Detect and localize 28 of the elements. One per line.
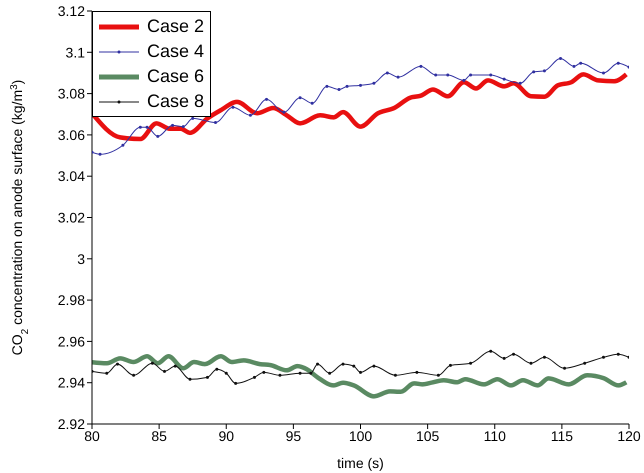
x-tick-label: 95 — [286, 428, 302, 444]
y-tick-label: 2.96 — [58, 333, 86, 350]
y-tick-label: 2.92 — [58, 416, 86, 432]
x-tick-label: 80 — [84, 428, 100, 444]
x-tick-label: 100 — [348, 428, 372, 444]
x-tick-label: 105 — [416, 428, 440, 444]
legend-label: Case 8 — [147, 90, 204, 113]
y-tick-label: 3.1 — [66, 44, 86, 60]
y-tick-label: 3.06 — [58, 126, 86, 143]
legend-label: Case 4 — [147, 40, 204, 63]
y-tick-label: 3 — [77, 250, 86, 267]
x-tick-label: 85 — [151, 428, 168, 444]
x-tick-label: 90 — [218, 428, 234, 444]
line-series — [92, 350, 629, 385]
y-tick-label: 2.98 — [58, 292, 86, 308]
y-tick-label: 3.12 — [58, 2, 86, 19]
x-axis-title: time (s) — [337, 455, 384, 471]
x-tick-label: 110 — [484, 428, 506, 444]
y-tick-label: 3.08 — [58, 86, 86, 102]
y-tick-label: 3.04 — [58, 168, 86, 184]
legend-label: Case 2 — [147, 15, 204, 38]
y-tick-label: 2.94 — [58, 374, 86, 391]
legend-label: Case 6 — [147, 65, 204, 88]
line-series — [92, 56, 629, 156]
line-series — [92, 354, 629, 399]
x-tick-label: 120 — [617, 428, 641, 444]
y-tick-label: 3.02 — [58, 209, 86, 226]
x-tick-label: 115 — [550, 428, 574, 444]
